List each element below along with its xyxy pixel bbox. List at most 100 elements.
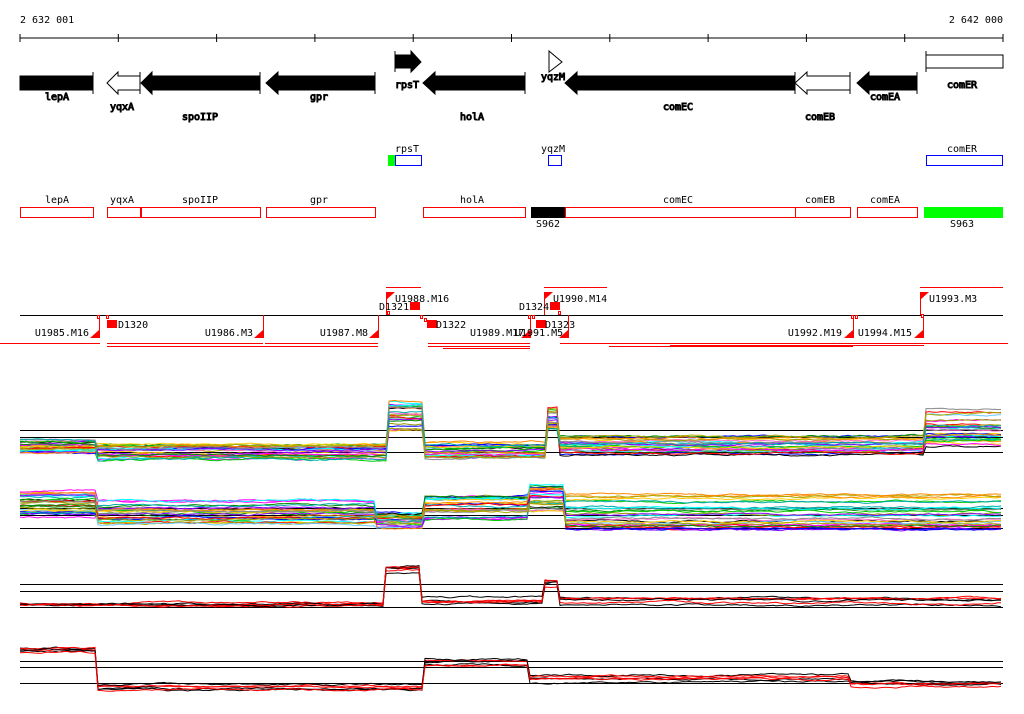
expression-trace <box>19 406 1002 455</box>
unit-label[interactable]: U1991.M5 <box>515 328 563 339</box>
red-box-comEA[interactable] <box>857 207 918 218</box>
expression-trace <box>19 418 1002 454</box>
gene-label: lepA <box>45 92 69 103</box>
red-box-comEC[interactable] <box>565 207 796 218</box>
gene-label: comEB <box>805 112 835 123</box>
breakpoint-marker <box>106 315 109 319</box>
unit-label[interactable]: U1989.M17 <box>470 328 524 339</box>
expression-trace <box>19 411 1002 459</box>
red-box-holA[interactable] <box>423 207 526 218</box>
expression-trace <box>19 501 1001 527</box>
gene-comER[interactable] <box>925 51 1004 72</box>
unit-label[interactable]: U1992.M19 <box>788 328 842 339</box>
down-marker <box>107 320 117 328</box>
gene-spoIIP[interactable] <box>140 70 261 96</box>
gene-track: lepA yqxA spoIIP gpr rpsT holA yqzM comE… <box>19 49 1004 124</box>
gene-comEA[interactable] <box>856 70 918 96</box>
unit-end-marker <box>254 330 263 338</box>
red-box-comEB[interactable] <box>795 207 851 218</box>
unit-label[interactable]: U1986.M3 <box>205 328 253 339</box>
expression-trace <box>19 646 1002 689</box>
green-marker <box>388 155 395 166</box>
expression-trace <box>19 417 1002 457</box>
down-label[interactable]: D1323 <box>545 320 575 331</box>
expression-panel-2 <box>19 483 1003 532</box>
gene-lepA[interactable] <box>19 72 94 94</box>
gene-comEB[interactable] <box>794 70 851 96</box>
down-label[interactable]: D1324 <box>519 302 549 313</box>
down-marker <box>536 320 546 328</box>
expression-trace <box>19 499 1002 523</box>
gene-comEC[interactable] <box>564 70 796 96</box>
expression-trace <box>19 566 1001 607</box>
breakpoint-marker <box>420 315 423 319</box>
gene-label: holA <box>460 112 484 123</box>
expression-panel-3 <box>19 565 1003 608</box>
down-label[interactable]: D1322 <box>436 320 466 331</box>
gene-label: rpsT <box>395 80 419 91</box>
down-label[interactable]: D1320 <box>118 320 148 331</box>
unit-label[interactable]: U1994.M15 <box>858 328 912 339</box>
gene-label: yqzM <box>541 72 565 83</box>
down-label[interactable]: D1321 <box>379 302 409 313</box>
unit-track: U1985.M16 U1986.M3 U1987.M8 U1988.M16 U1… <box>0 287 1008 349</box>
breakpoint-marker <box>528 315 531 319</box>
blue-box-comER[interactable] <box>926 155 1003 166</box>
segment-label-S962: S962 <box>536 219 560 230</box>
segment-S963[interactable] <box>924 207 1003 218</box>
expression-panel-4 <box>19 646 1003 692</box>
down-marker <box>427 320 437 328</box>
breakpoint-marker <box>921 314 924 318</box>
gene-label: comEC <box>663 102 693 113</box>
red-track <box>20 207 1003 218</box>
breakpoint-marker <box>532 315 535 319</box>
expression-trace <box>19 646 1002 687</box>
red-label: comEB <box>805 195 835 206</box>
red-box-spoIIP[interactable] <box>141 207 261 218</box>
unit-label[interactable]: U1988.M16 <box>395 294 449 305</box>
red-box-gpr[interactable] <box>266 207 376 218</box>
blue-label: rpsT <box>395 144 419 155</box>
blue-box-yqzM[interactable] <box>548 155 562 166</box>
blue-track: rpsT yqzM comER <box>388 144 1003 166</box>
gene-label: gpr <box>310 92 328 103</box>
unit-label[interactable]: U1993.M3 <box>929 294 977 305</box>
expression-trace <box>19 406 1002 458</box>
breakpoint-marker <box>424 318 427 322</box>
gene-holA[interactable] <box>422 70 526 96</box>
red-label: holA <box>460 195 484 206</box>
blue-label: comER <box>947 144 978 155</box>
blue-box-rpsT[interactable] <box>395 155 422 166</box>
expression-trace <box>19 565 1002 608</box>
breakpoint-marker <box>387 311 390 315</box>
segment-S962[interactable] <box>531 207 565 218</box>
gene-label: spoIIP <box>182 112 218 123</box>
gene-rpsT[interactable] <box>394 49 422 74</box>
expression-trace <box>19 487 1002 532</box>
unit-end-marker <box>844 330 853 338</box>
red-box-yqxA[interactable] <box>107 207 141 218</box>
gene-gpr[interactable] <box>265 70 376 96</box>
unit-end-marker <box>369 330 378 338</box>
red-box-lepA[interactable] <box>20 207 94 218</box>
ruler: 2 632 001 2 642 000 <box>19 15 1004 42</box>
expression-trace <box>19 483 1002 517</box>
ruler-start-label: 2 632 001 <box>20 15 74 26</box>
breakpoint-marker <box>855 315 858 319</box>
down-marker <box>410 302 420 310</box>
gene-label: comER <box>947 80 978 91</box>
unit-label[interactable]: U1987.M8 <box>320 328 368 339</box>
unit-end-marker <box>559 330 568 338</box>
gene-yqxA[interactable] <box>106 70 141 96</box>
breakpoint-marker <box>558 311 561 315</box>
segment-label-S963: S963 <box>950 219 974 230</box>
red-label: lepA <box>45 195 69 206</box>
gene-yqzM[interactable] <box>548 49 563 74</box>
expression-trace <box>20 487 1002 518</box>
red-label: comEC <box>663 195 693 206</box>
unit-start-marker <box>386 292 395 300</box>
unit-label[interactable]: U1985.M16 <box>35 328 89 339</box>
expression-trace <box>19 410 1002 462</box>
blue-label: yqzM <box>541 144 565 155</box>
unit-label[interactable]: U1990.M14 <box>553 294 607 305</box>
